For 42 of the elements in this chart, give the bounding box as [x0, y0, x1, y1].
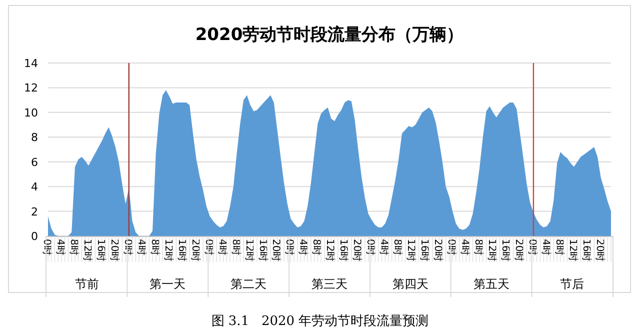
y-tick-label: 6	[31, 156, 38, 169]
x-tick-label: 8时	[392, 239, 404, 256]
chart-title: 2020劳动节时段流量分布（万辆）	[195, 25, 464, 45]
y-tick-label: 8	[31, 131, 38, 144]
x-tick-label: 12时	[486, 239, 498, 262]
y-tick-label: 12	[24, 82, 38, 95]
x-tick-label: 4时	[540, 239, 552, 256]
text: 第一天	[150, 277, 186, 291]
text: 第二天	[230, 277, 267, 291]
x-tick-label: 20时	[512, 239, 525, 262]
x-tick-label: 20时	[270, 239, 282, 262]
x-tick-label: 4时	[459, 239, 472, 256]
text: 节前	[74, 277, 99, 291]
caption: 图 3.1 2020 年劳动节时段流量预测	[211, 313, 429, 329]
x-tick-label: 16时	[418, 239, 431, 262]
x-tick-label: 8时	[310, 239, 323, 256]
y-tick-label: 2	[31, 205, 38, 218]
text: 第四天	[392, 277, 428, 291]
text: 第三天	[312, 277, 348, 291]
y-tick-label: 4	[31, 180, 38, 194]
x-tick-label: 16时	[338, 239, 350, 262]
x-tick-label: 4时	[54, 239, 66, 256]
x-tick-label: 4时	[216, 239, 228, 256]
x-tick-label: 20时	[351, 239, 364, 262]
x-tick-label: 12时	[405, 239, 418, 262]
y-tick-label: 0	[31, 230, 38, 243]
x-tick-label: 12时	[324, 239, 336, 262]
x-tick-label: 16时	[94, 239, 107, 262]
y-tick-label: 14	[24, 57, 38, 70]
y-tick-label: 10	[24, 106, 38, 120]
x-tick-label: 12时	[81, 239, 94, 262]
x-tick-label: 8时	[230, 239, 242, 256]
text: 第五天	[473, 277, 510, 291]
x-tick-label: 4时	[378, 239, 390, 256]
x-tick-label: 16时	[499, 239, 512, 262]
x-tick-label: 20时	[432, 239, 444, 262]
text: 节后	[560, 277, 584, 291]
x-tick-label: 8时	[472, 239, 485, 256]
x-tick-label: 12时	[243, 239, 256, 262]
x-tick-label: 4时	[297, 239, 310, 256]
x-tick-label: 16时	[256, 239, 269, 262]
x-tick-label: 8时	[68, 239, 80, 256]
